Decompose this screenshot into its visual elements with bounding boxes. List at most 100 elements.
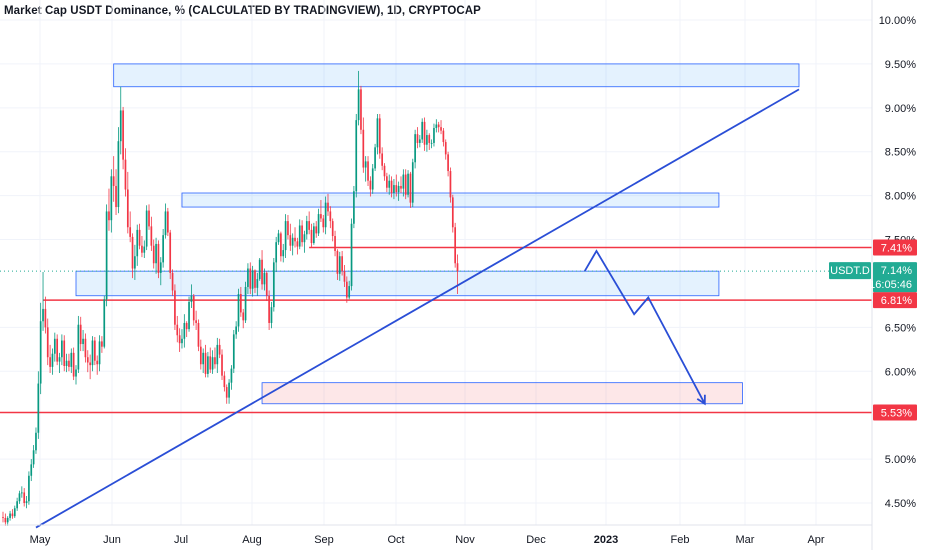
candle-body xyxy=(383,165,386,177)
candle-body xyxy=(223,375,226,388)
candle-body xyxy=(183,322,186,339)
projection-path xyxy=(583,249,706,405)
candle-body xyxy=(447,154,449,172)
candle-body xyxy=(44,308,47,328)
candle-body xyxy=(296,241,299,247)
candle-body xyxy=(374,147,376,169)
candle-body xyxy=(430,142,433,144)
candle-body xyxy=(51,353,54,367)
x-tick-label: Feb xyxy=(671,534,690,546)
candle-body xyxy=(303,234,306,243)
candle-body xyxy=(308,221,310,230)
x-tick-label: Oct xyxy=(387,534,404,546)
candle-body xyxy=(162,235,164,263)
candle-body xyxy=(341,256,343,272)
candle-body xyxy=(331,221,334,237)
candle-body xyxy=(65,360,68,367)
trendline-layer xyxy=(35,88,800,529)
candle-body xyxy=(272,262,275,308)
candle-body xyxy=(381,153,384,166)
candle-body xyxy=(103,299,106,347)
price-tags: 7.41% 6.81% 5.53% 7.14% 16:05:46 USDT.D xyxy=(829,239,917,421)
candle-body xyxy=(433,128,435,143)
candle-body xyxy=(112,176,115,186)
candle-body xyxy=(93,340,96,361)
candle-body xyxy=(75,369,77,377)
candle-body xyxy=(444,142,447,155)
candle-body xyxy=(263,272,266,285)
candle-body xyxy=(324,202,327,228)
candle-body xyxy=(235,326,237,335)
candle-body xyxy=(86,357,89,363)
candle-body xyxy=(18,493,21,502)
candle-body xyxy=(119,110,122,142)
candle-body xyxy=(386,176,388,188)
candle-body xyxy=(134,256,136,269)
candle-body xyxy=(265,272,268,296)
candle-body xyxy=(451,197,454,228)
candle-body xyxy=(449,171,452,198)
candle-body xyxy=(353,191,355,224)
candle-body xyxy=(305,221,308,235)
candle-body xyxy=(13,508,16,517)
price-tag-bg xyxy=(873,239,917,256)
candle-body xyxy=(174,290,176,325)
candle-body xyxy=(221,354,223,376)
candle-body xyxy=(313,226,315,244)
candle-body xyxy=(79,324,82,345)
zones xyxy=(75,63,800,405)
candle-body xyxy=(287,221,289,236)
candle-body xyxy=(280,233,282,257)
countdown-label: 16:05:46 xyxy=(869,279,912,291)
candle-body xyxy=(247,268,249,287)
candle-body xyxy=(291,237,294,246)
candle-body xyxy=(388,180,391,188)
y-tick-label: 4.50% xyxy=(885,498,916,510)
symbol-label: USDT.D xyxy=(830,265,870,277)
candle-body xyxy=(261,259,263,285)
candle-body xyxy=(58,357,61,362)
candle-body xyxy=(317,214,320,234)
candle-body xyxy=(148,210,150,227)
candle-body xyxy=(145,210,148,247)
candle-body xyxy=(84,338,87,358)
candle-body xyxy=(329,211,332,222)
candle-body xyxy=(435,124,438,129)
candle-body xyxy=(188,301,190,330)
candle-body xyxy=(56,338,59,362)
y-tick-label: 6.50% xyxy=(885,322,916,334)
candle-body xyxy=(181,338,183,344)
candle-body xyxy=(414,134,416,163)
candle-body xyxy=(46,327,49,358)
candle-body xyxy=(334,236,336,251)
candle-body xyxy=(159,262,162,273)
candle-body xyxy=(207,356,209,374)
candle-body xyxy=(421,121,424,140)
candle-body xyxy=(185,322,188,330)
candle-body xyxy=(343,271,346,282)
candle-body xyxy=(442,130,445,143)
candle-body xyxy=(256,279,259,288)
candle-body xyxy=(204,352,207,374)
candle-body xyxy=(105,211,108,300)
candle-body xyxy=(23,492,26,503)
candle-body xyxy=(68,360,70,367)
candle-body xyxy=(357,89,360,121)
candle-body xyxy=(367,161,369,181)
candle-body xyxy=(209,356,212,370)
candle-body xyxy=(136,229,139,257)
candle-body xyxy=(25,501,28,503)
zone-resistance xyxy=(113,63,800,88)
candle-body xyxy=(98,341,101,365)
candle-body xyxy=(89,362,91,366)
candle-body xyxy=(378,118,381,154)
candle-body xyxy=(258,259,261,280)
candle-body xyxy=(407,173,409,195)
candle-body xyxy=(108,211,110,221)
candle-body xyxy=(37,383,40,433)
candle-body xyxy=(404,174,407,195)
candle-body xyxy=(362,129,365,168)
current-price-label: 7.14% xyxy=(881,265,912,277)
candle-body xyxy=(428,135,431,143)
